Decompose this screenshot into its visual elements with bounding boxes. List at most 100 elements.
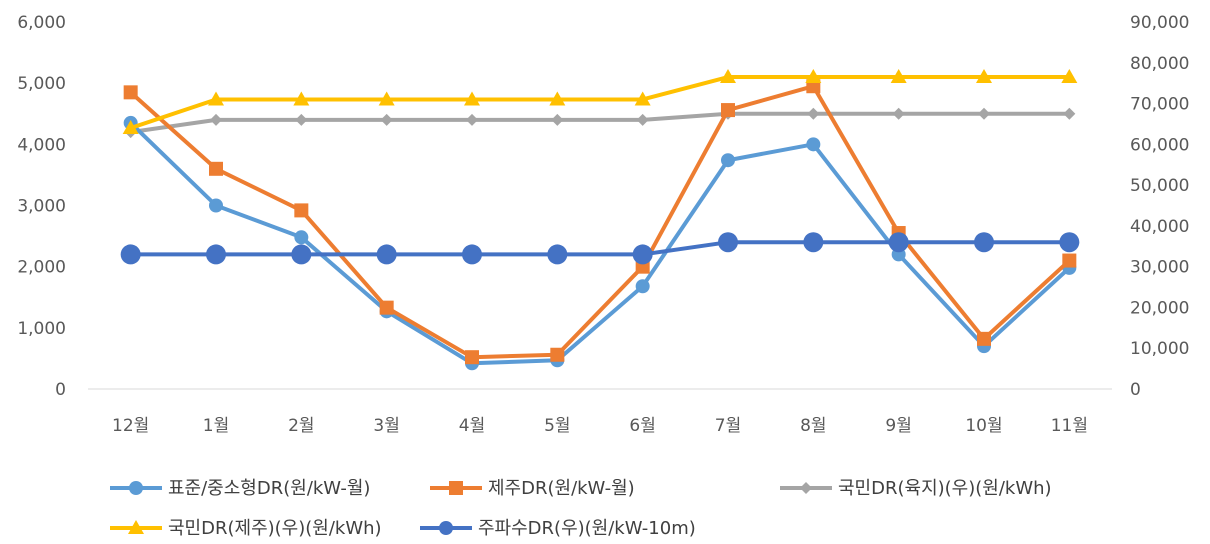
series-2-point (209, 161, 223, 176)
series-3-point (466, 113, 478, 126)
series-3-point (551, 113, 564, 126)
right-y-tick-label: 70,000 (1130, 95, 1189, 115)
right-y-tick-label: 50,000 (1130, 176, 1189, 196)
legend-label: 표준/중소형DR(원/kW-월) (168, 478, 370, 499)
series-5-point (206, 244, 226, 265)
x-tick-label: 8월 (800, 416, 826, 436)
x-tick-label: 2월 (288, 416, 314, 436)
right-y-axis: 0 10,000 20,000 30,000 40,000 50,000 60,000 70,… (1130, 13, 1189, 400)
series-1-line (129, 121, 1071, 366)
series-4-point (634, 91, 651, 106)
left-y-tick-label: 4,000 (17, 135, 66, 155)
series-5-point (1059, 232, 1080, 253)
x-tick-label: 9월 (885, 416, 911, 436)
right-y-tick-label: 0 (1130, 380, 1141, 400)
series-1-point (806, 137, 821, 152)
legend-label: 국민DR(육지)(우)(원/kWh) (838, 478, 1052, 499)
legend-item-3: 국민DR(육지)(우)(원/kWh) (780, 478, 1052, 499)
series-3-point (636, 113, 649, 126)
x-axis: 12월 1월 2월 3월 4월 5월 6월 7월 8월 9월 10월 11월 (112, 416, 1088, 436)
series-1-point (294, 230, 309, 245)
series-4-point (1061, 69, 1078, 84)
series-3-point (380, 113, 393, 126)
x-tick-label: 1월 (203, 416, 229, 436)
series-4-point (805, 69, 822, 84)
series-5-point (291, 244, 312, 265)
series-5-point (803, 232, 824, 253)
x-tick-label: 4월 (459, 416, 485, 436)
series-4-point (890, 69, 907, 84)
series-4-point (976, 69, 992, 84)
series-5-point (632, 244, 653, 265)
series-4-line (130, 75, 1070, 130)
right-y-tick-label: 80,000 (1130, 54, 1189, 74)
series-2 (123, 79, 1077, 365)
series-5-line (130, 240, 1070, 257)
series-4-point (208, 91, 224, 106)
series-3-point (807, 107, 820, 120)
series-3-point (892, 107, 905, 120)
series-5-point (974, 232, 994, 253)
series-2-point (1062, 253, 1077, 268)
series-2-point (721, 103, 735, 118)
right-y-tick-label: 30,000 (1130, 258, 1189, 278)
series-5 (120, 232, 1080, 265)
left-y-tick-label: 2,000 (17, 258, 66, 278)
series-3-point (210, 113, 222, 126)
series-4-point (378, 91, 395, 106)
series-1-point (635, 279, 650, 294)
series-3-point (978, 107, 990, 120)
series-2-point (465, 350, 479, 365)
series-4-point (122, 120, 139, 135)
x-tick-label: 3월 (373, 416, 399, 436)
legend-swatch-marker (128, 520, 144, 534)
right-y-tick-label: 20,000 (1130, 298, 1189, 318)
legend: 표준/중소형DR(원/kW-월) 제주DR(원/kW-월) 국민DR(육지)(우)(… (110, 478, 1052, 539)
series-5-point (888, 232, 909, 253)
series-3 (124, 107, 1076, 139)
series-2-point (550, 347, 565, 362)
left-y-tick-label: 1,000 (17, 319, 66, 339)
x-tick-label: 7월 (715, 416, 741, 436)
series-2-point (123, 85, 138, 100)
legend-label: 제주DR(원/kW-월) (488, 478, 635, 499)
series-5-point (718, 232, 738, 253)
x-tick-label: 11월 (1051, 416, 1088, 436)
legend-label: 주파수DR(우)(원/kW-10m) (478, 518, 696, 539)
left-y-tick-label: 0 (55, 380, 66, 400)
series-2-point (379, 300, 394, 315)
series-4-point (293, 91, 310, 106)
legend-swatch-marker (439, 521, 453, 535)
x-tick-label: 12월 (112, 416, 149, 436)
series-5-point (120, 244, 141, 265)
series-2-line (129, 84, 1071, 360)
series-2-point (294, 203, 309, 218)
right-y-tick-label: 60,000 (1130, 135, 1189, 155)
series-5-point (376, 244, 397, 265)
series-layer (120, 69, 1080, 371)
legend-swatch-marker (129, 481, 143, 495)
legend-swatch-marker (449, 481, 463, 495)
x-tick-label: 10월 (965, 416, 1002, 436)
left-y-tick-label: 5,000 (17, 74, 66, 94)
series-3-line (130, 111, 1070, 135)
left-y-axis: 0 1,000 2,000 3,000 4,000 5,000 6,000 (17, 13, 66, 400)
x-tick-label: 5월 (544, 416, 570, 436)
series-4-point (549, 91, 566, 106)
left-y-tick-label: 6,000 (17, 13, 66, 33)
series-1-point (209, 198, 223, 213)
series-1-point (721, 153, 735, 168)
series-5-point (547, 244, 568, 265)
right-y-tick-label: 90,000 (1130, 13, 1189, 33)
series-2-point (977, 331, 991, 346)
x-tick-label: 6월 (629, 416, 655, 436)
series-4-point (720, 69, 736, 84)
legend-item-2: 제주DR(원/kW-월) (430, 478, 635, 499)
series-3-point (295, 113, 308, 126)
series-4 (122, 69, 1078, 135)
legend-label: 국민DR(제주)(우)(원/kWh) (168, 518, 382, 539)
legend-swatch-marker (800, 482, 812, 494)
series-5-point (462, 244, 482, 265)
series-4-point (464, 91, 480, 106)
